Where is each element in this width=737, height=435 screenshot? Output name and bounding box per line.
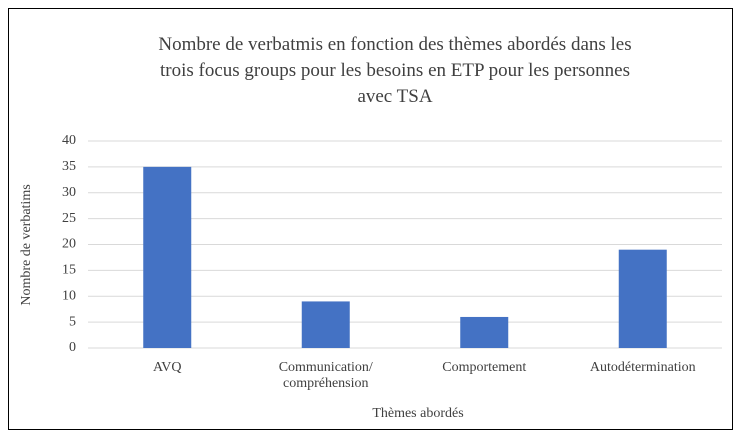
y-tick-label: 0 [69, 340, 76, 355]
bar [143, 166, 192, 348]
y-tick-label: 30 [62, 185, 76, 200]
bar [460, 316, 509, 348]
x-tick-label: Autodétermination [589, 360, 696, 375]
y-axis-label: Nombre de verbatims [19, 184, 34, 305]
chart-title: Nombre de verbatmis en fonction des thèm… [158, 34, 632, 107]
x-tick-label: Comportement [442, 360, 527, 375]
bar [618, 249, 667, 348]
x-tick-label: AVQ [152, 360, 182, 375]
y-tick-label: 10 [62, 288, 76, 303]
y-tick-label: 5 [69, 314, 76, 329]
y-tick-label: 40 [62, 133, 76, 148]
y-tick-label: 25 [62, 211, 76, 226]
y-tick-label: 20 [62, 237, 76, 252]
x-axis-label: Thèmes abordés [372, 406, 463, 421]
y-tick-label: 15 [62, 263, 76, 278]
bar [301, 301, 350, 348]
y-tick-label: 35 [62, 159, 76, 174]
x-tick-label: Communication/ compréhension [278, 360, 373, 391]
